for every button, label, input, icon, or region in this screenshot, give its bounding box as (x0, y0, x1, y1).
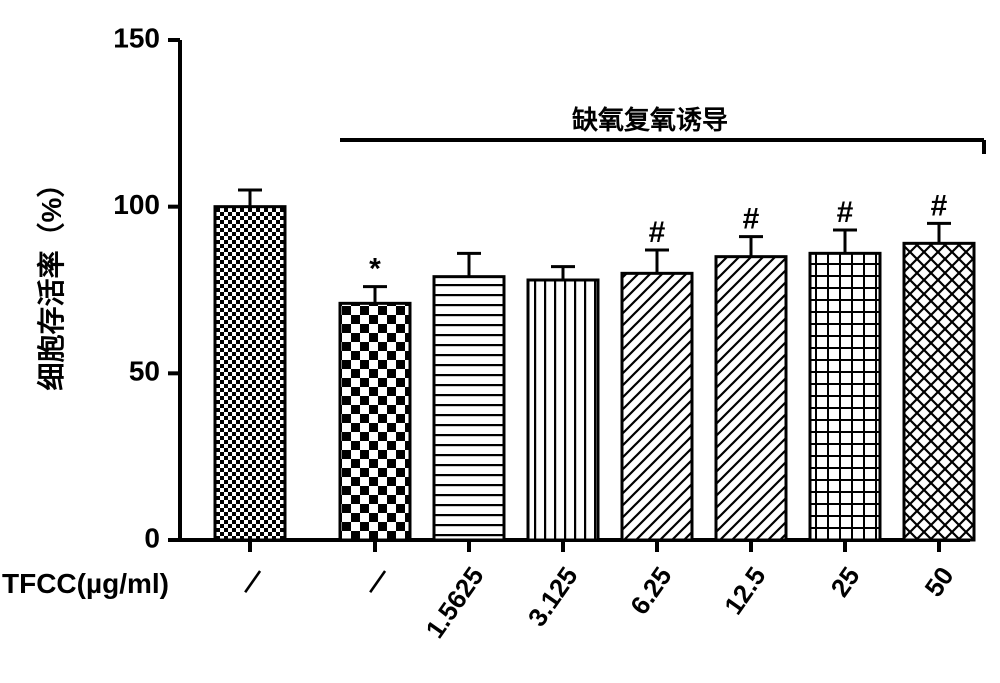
svg-text:50: 50 (129, 356, 160, 387)
bar-annotation: # (837, 196, 854, 229)
bar (340, 303, 410, 540)
x-tick-label: 50 (918, 561, 959, 602)
condition-label: 缺氧复氧诱导 (572, 100, 728, 137)
x-tick-label: 6.25 (624, 561, 678, 620)
x-row-label: TFCC(µg/ml) (2, 568, 169, 600)
bar (904, 243, 974, 540)
bar (215, 207, 285, 540)
y-axis-label: 细胞存活率（%） (30, 170, 70, 391)
bar-annotation: # (931, 189, 948, 222)
x-tick-label: — (231, 561, 270, 600)
x-tick-label: — (356, 561, 395, 600)
bar (622, 273, 692, 540)
svg-text:100: 100 (113, 189, 160, 220)
bar (716, 257, 786, 540)
bar (810, 253, 880, 540)
bar-annotation: # (743, 203, 760, 236)
x-tick-label: 25 (824, 561, 865, 602)
svg-text:0: 0 (144, 522, 160, 553)
bar-annotation: * (369, 253, 381, 286)
svg-text:150: 150 (113, 22, 160, 53)
bar-annotation: # (649, 216, 666, 249)
x-tick-label: 3.125 (522, 561, 584, 632)
x-tick-label: 1.5625 (419, 561, 489, 643)
x-tick-label: 12.5 (718, 561, 772, 620)
bar (434, 277, 504, 540)
bar (528, 280, 598, 540)
chart-container: { "chart": { "type": "bar", "background_… (0, 0, 1000, 683)
